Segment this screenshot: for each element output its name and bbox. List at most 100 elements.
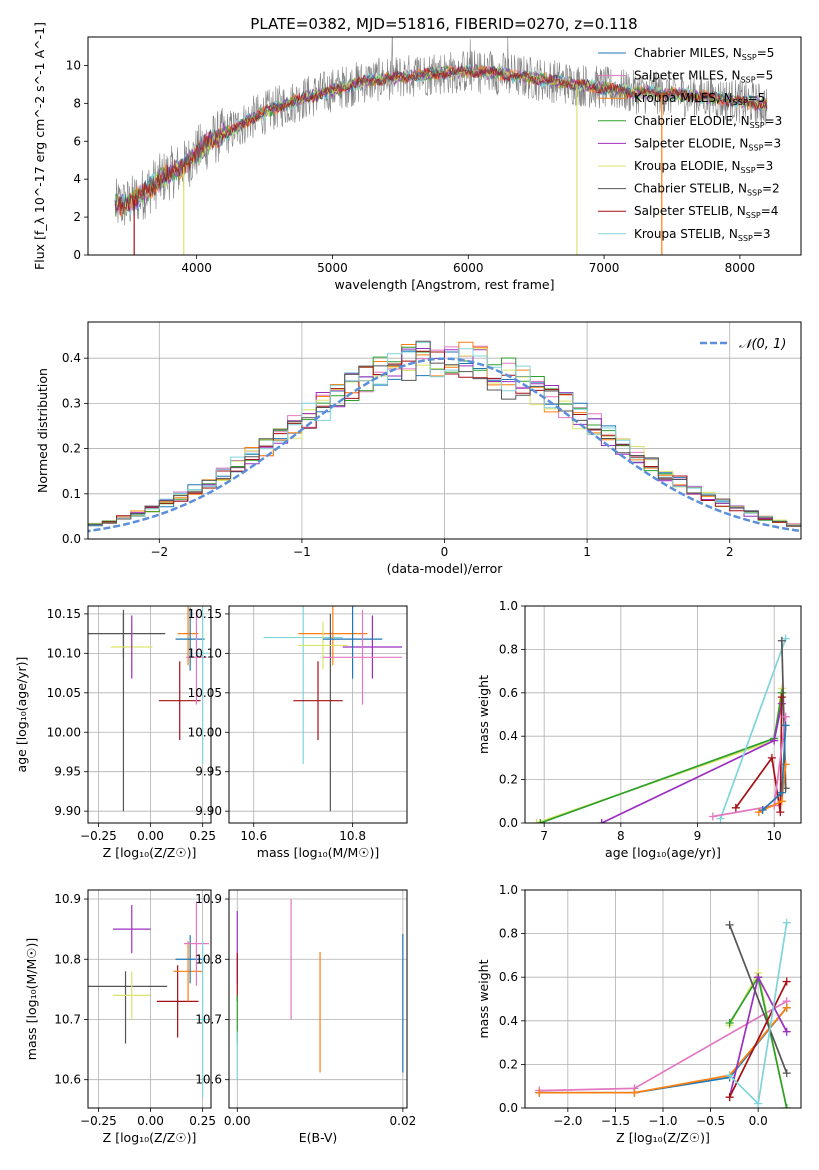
y-tick-label: 9.90 bbox=[195, 804, 222, 818]
x-axis-label: age [log₁₀(age/yr)] bbox=[605, 845, 721, 860]
y-tick-label: 0.0 bbox=[499, 816, 518, 830]
axes-frame bbox=[87, 605, 212, 824]
weight-marker-salpeter-stelib bbox=[731, 803, 740, 812]
panel-residuals: −2 −1 0 1 2 0.0 0.1 0.2 0.3 0.4 (data-model)/error… bbox=[35, 321, 802, 576]
legend-label-kroupa-miles: Kroupa MILES, NSSP=5 bbox=[634, 91, 765, 107]
weight-marker-kroupa-miles bbox=[782, 1003, 791, 1012]
plot-area-residuals bbox=[88, 322, 801, 539]
x-tick-label: 10.6 bbox=[240, 829, 267, 843]
weight-marker-salpeter-stelib bbox=[782, 977, 791, 986]
y-tick-label: 0.2 bbox=[499, 773, 518, 787]
y-tick-label: 10 bbox=[66, 58, 81, 72]
y-tick-label: 0.8 bbox=[499, 642, 518, 656]
y-tick-label: 10.7 bbox=[54, 1012, 81, 1026]
weight-marker-chabrier-stelib bbox=[782, 1069, 791, 1078]
x-tick-label: −0.25 bbox=[80, 1114, 117, 1128]
y-tick-label: 0.6 bbox=[499, 970, 518, 984]
weight-marker-kroupa-miles bbox=[630, 1088, 639, 1097]
y-tick-label: 9.90 bbox=[54, 804, 81, 818]
plot-area-mass_vs_ebv bbox=[229, 890, 407, 1108]
x-tick-label: 7000 bbox=[589, 261, 620, 275]
x-tick-label: 5000 bbox=[317, 261, 348, 275]
y-tick-label: 0.4 bbox=[499, 729, 518, 743]
y-tick-label: 0.2 bbox=[499, 1057, 518, 1071]
y-tick-label: 10.15 bbox=[47, 607, 81, 621]
panel-weight_vs_age: 7 8 9 10 0.0 0.2 0.4 0.6 0.8 1.0 age [log₁₀(age/yr… bbox=[476, 599, 802, 860]
x-tick-label: −1.0 bbox=[648, 1114, 677, 1128]
weight-marker-chabrier-elodie bbox=[725, 1018, 734, 1027]
weight-marker-chabrier-elodie bbox=[782, 1104, 791, 1108]
x-tick-label: −1.5 bbox=[601, 1114, 630, 1128]
panel-age_vs_mass: 10.6 10.8 9.90 9.95 10.00 10.05 10.10 10.15 mass… bbox=[188, 605, 408, 860]
y-tick-label: 10.9 bbox=[195, 892, 222, 906]
x-tick-label: 0 bbox=[441, 545, 449, 559]
legend-label-chabrier-stelib: Chabrier STELIB, NSSP=2 bbox=[634, 182, 780, 198]
weight-marker-kroupa-miles bbox=[777, 797, 786, 806]
x-axis-label: Z [log₁₀(Z/Z☉)] bbox=[616, 1130, 710, 1145]
legend-label-salpeter-stelib: Salpeter STELIB, NSSP=4 bbox=[634, 204, 778, 220]
y-tick-label: 10.15 bbox=[188, 607, 222, 621]
weight-marker-chabrier-miles bbox=[781, 721, 790, 730]
x-tick-label: 7 bbox=[540, 829, 548, 843]
y-axis-label: mass weight bbox=[476, 959, 491, 1038]
weight-marker-chabrier-stelib bbox=[725, 920, 734, 929]
y-axis-label: Normed distribution bbox=[35, 368, 50, 493]
y-axis-label: Flux [f_λ 10^-17 erg cm^-2 s^-1 A^-1] bbox=[32, 22, 47, 270]
plot-area-weight_vs_Z bbox=[525, 890, 801, 1108]
axes-frame bbox=[228, 605, 408, 824]
y-tick-label: 10.6 bbox=[195, 1073, 222, 1087]
x-axis-label: Z [log₁₀(Z/Z☉)] bbox=[103, 1130, 197, 1145]
plot-area-weight_vs_age bbox=[525, 606, 801, 823]
weight-marker-salpeter-elodie bbox=[770, 736, 779, 745]
x-tick-label: −1 bbox=[293, 545, 311, 559]
y-tick-label: 0.0 bbox=[499, 1101, 518, 1115]
weight-marker-salpeter-stelib bbox=[777, 693, 786, 702]
x-tick-label: 8 bbox=[617, 829, 625, 843]
weight-marker-kroupa-stelib bbox=[782, 918, 791, 927]
weight-marker-kroupa-stelib bbox=[725, 1071, 734, 1080]
y-tick-label: 10.00 bbox=[188, 725, 222, 739]
weight-marker-kroupa-elodie bbox=[532, 819, 541, 823]
y-tick-label: 0.3 bbox=[62, 396, 81, 410]
legend-label-kroupa-elodie: Kroupa ELODIE, NSSP=3 bbox=[634, 159, 773, 175]
x-tick-label: 0.00 bbox=[137, 1114, 164, 1128]
x-tick-label: −0.25 bbox=[80, 829, 117, 843]
panel-weight_vs_Z: −2.0 −1.5 −1.0 −0.5 0.0 0.0 0.2 0.4 0.6 0.8 1.0 Z [… bbox=[476, 883, 802, 1145]
plot-area-spectrum bbox=[114, 37, 768, 255]
x-tick-label: 6000 bbox=[453, 261, 484, 275]
weight-marker-salpeter-elodie bbox=[597, 819, 606, 823]
y-tick-label: 1.0 bbox=[499, 599, 518, 613]
y-tick-label: 6 bbox=[73, 134, 81, 148]
y-tick-label: 9.95 bbox=[195, 765, 222, 779]
x-tick-label: 0.00 bbox=[137, 829, 164, 843]
y-axis-label: mass weight bbox=[476, 675, 491, 754]
weight-line-kroupa-elodie bbox=[536, 688, 783, 823]
x-tick-label: 9 bbox=[694, 829, 702, 843]
y-tick-label: 0.8 bbox=[499, 927, 518, 941]
plot-area-age_vs_mass bbox=[229, 606, 407, 823]
weight-marker-salpeter-miles bbox=[781, 712, 790, 721]
weight-line-salpeter-stelib bbox=[728, 981, 788, 1098]
plot-area-age_vs_Z bbox=[88, 606, 211, 823]
legend-label-salpeter-miles: Salpeter MILES, NSSP=5 bbox=[634, 69, 773, 85]
panel-age_vs_Z: −0.25 0.00 0.25 9.90 9.95 10.00 10.05 10.10 10.1… bbox=[14, 605, 216, 860]
y-tick-label: 0.6 bbox=[499, 686, 518, 700]
legend-label-kroupa-stelib: Kroupa STELIB, NSSP=3 bbox=[634, 227, 771, 243]
weight-marker-salpeter-elodie bbox=[754, 973, 763, 982]
legend-label-salpeter-elodie: Salpeter ELODIE, NSSP=3 bbox=[634, 136, 781, 152]
x-axis-label: E(B-V) bbox=[299, 1130, 338, 1145]
weight-marker-salpeter-miles bbox=[708, 812, 717, 821]
x-tick-label: 0.25 bbox=[189, 829, 216, 843]
model-spectrum-chabrier-stelib bbox=[114, 65, 768, 214]
weight-marker-chabrier-miles bbox=[777, 788, 786, 797]
x-tick-label: 0.0 bbox=[749, 1114, 768, 1128]
y-tick-label: 9.95 bbox=[54, 765, 81, 779]
y-tick-label: 10.05 bbox=[47, 686, 81, 700]
axes-frame bbox=[228, 889, 408, 1109]
axes-frame bbox=[524, 605, 802, 824]
x-tick-label: 8000 bbox=[725, 261, 756, 275]
y-tick-label: 10.10 bbox=[47, 646, 81, 660]
y-tick-label: 0.1 bbox=[62, 487, 81, 501]
weight-marker-kroupa-miles bbox=[535, 1088, 544, 1097]
